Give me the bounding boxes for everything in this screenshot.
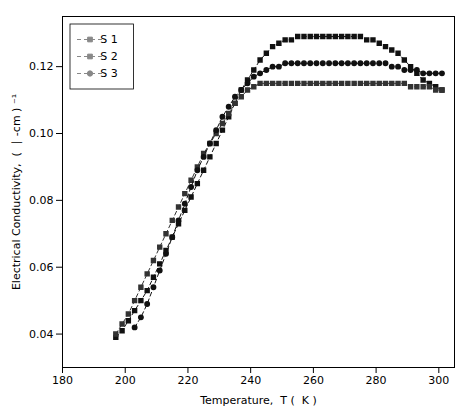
svg-text:0.08: 0.08	[29, 194, 54, 207]
svg-text:S 3: S 3	[100, 67, 117, 80]
svg-text:S 1: S 1	[100, 33, 117, 46]
svg-text:0.04: 0.04	[29, 328, 54, 341]
svg-text:200: 200	[115, 374, 136, 387]
svg-text:220: 220	[177, 374, 198, 387]
svg-text:280: 280	[366, 374, 387, 387]
svg-text:Electrical Conductivity, ( ∣: Electrical Conductivity, ( ∣ -cm ) ⁻¹	[10, 94, 23, 290]
svg-text:300: 300	[428, 374, 449, 387]
svg-text:240: 240	[240, 374, 261, 387]
svg-text:180: 180	[52, 374, 73, 387]
svg-text:0.12: 0.12	[29, 60, 54, 73]
svg-text:0.10: 0.10	[29, 127, 54, 140]
svg-text:Temperature, T ( K ): Temperature, T ( K )	[199, 394, 317, 407]
svg-text:S 2: S 2	[100, 50, 117, 63]
svg-text:0.06: 0.06	[29, 261, 54, 274]
svg-text:260: 260	[303, 374, 324, 387]
